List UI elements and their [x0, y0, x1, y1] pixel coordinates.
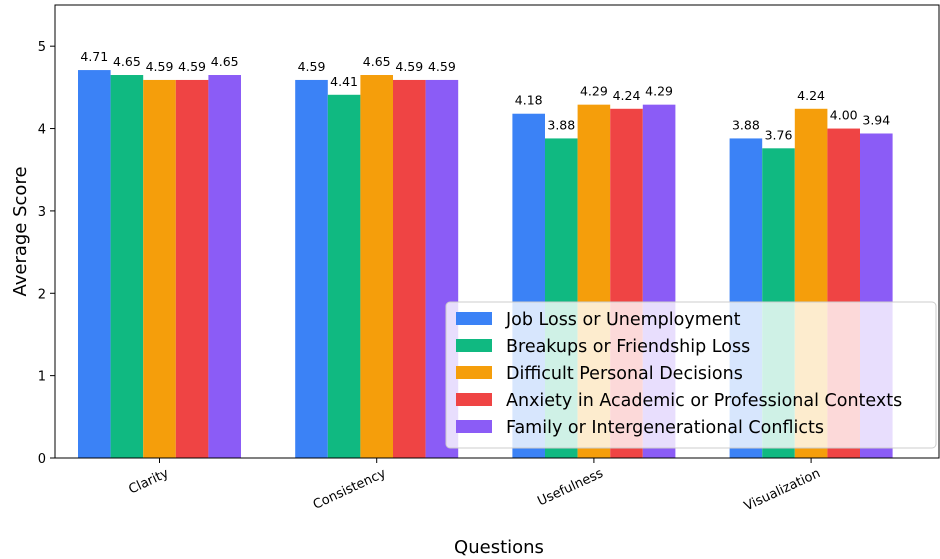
bar-clarity-series-4 — [175, 79, 209, 458]
legend-swatch-5 — [456, 420, 492, 433]
bar-consistency-series-3 — [360, 75, 393, 458]
value-label: 4.65 — [363, 54, 391, 69]
value-label: 4.29 — [580, 84, 608, 99]
value-label: 4.59 — [395, 59, 423, 74]
y-tick-label: 2 — [38, 287, 46, 302]
value-label: 3.76 — [765, 127, 793, 142]
value-label: 4.59 — [146, 59, 174, 74]
legend-label-3: Difficult Personal Decisions — [506, 364, 743, 384]
value-label: 4.59 — [298, 59, 326, 74]
x-tick-label-visualization: Visualization — [742, 466, 823, 514]
legend-swatch-1 — [456, 312, 492, 325]
y-tick-label: 3 — [38, 205, 46, 220]
bar-clarity-series-3 — [143, 79, 176, 458]
value-label: 3.94 — [862, 112, 890, 127]
x-tick-label-consistency: Consistency — [311, 466, 389, 513]
value-label: 4.24 — [797, 88, 825, 103]
bar-consistency-series-2 — [327, 94, 361, 458]
plot-frame — [54, 4, 940, 459]
legend-swatch-4 — [456, 393, 492, 406]
value-label: 4.65 — [211, 54, 239, 69]
bar-clarity-series-5 — [208, 75, 241, 458]
bar-consistency-series-4 — [393, 79, 426, 458]
value-label: 4.41 — [330, 74, 358, 89]
legend-label-1: Job Loss or Unemployment — [505, 310, 741, 330]
legend-label-5: Family or Intergenerational Conflicts — [506, 418, 824, 438]
legend-swatch-2 — [456, 339, 492, 352]
legend-label-4: Anxiety in Academic or Professional Cont… — [506, 391, 902, 411]
value-label: 4.59 — [428, 59, 456, 74]
y-tick-label: 0 — [38, 452, 46, 467]
legend-frame — [445, 301, 937, 449]
y-tick-label: 4 — [38, 123, 46, 138]
bar-clarity-series-1 — [78, 70, 111, 458]
value-label: 3.88 — [547, 117, 575, 132]
x-tick-label-usefulness: Usefulness — [535, 466, 605, 509]
value-labels-layer: 4.71 4.59 4.18 3.88 4.65 4.41 3.88 3.76 4.59 4.65… — [80, 49, 890, 142]
value-label: 4.59 — [178, 59, 206, 74]
legend-label-2: Breakups or Friendship Loss — [506, 337, 750, 357]
value-label: 4.65 — [113, 54, 141, 69]
y-axis-title: Average Score — [10, 166, 31, 296]
y-tick-label: 5 — [38, 40, 46, 55]
y-tick-label: 1 — [38, 370, 46, 385]
bar-consistency-series-1 — [295, 79, 328, 458]
value-label: 4.24 — [613, 88, 641, 103]
legend-swatch-3 — [456, 366, 492, 379]
legend: Job Loss or Unemployment Breakups or Frie… — [445, 301, 937, 449]
x-tick-label-clarity: Clarity — [126, 466, 171, 498]
x-axis-title: Questions — [454, 537, 544, 558]
bar-clarity-series-2 — [110, 75, 144, 458]
value-label: 3.88 — [732, 117, 760, 132]
value-label: 4.18 — [515, 93, 543, 108]
value-label: 4.00 — [830, 108, 858, 123]
value-label: 4.71 — [80, 49, 108, 64]
value-label: 4.29 — [645, 84, 673, 99]
